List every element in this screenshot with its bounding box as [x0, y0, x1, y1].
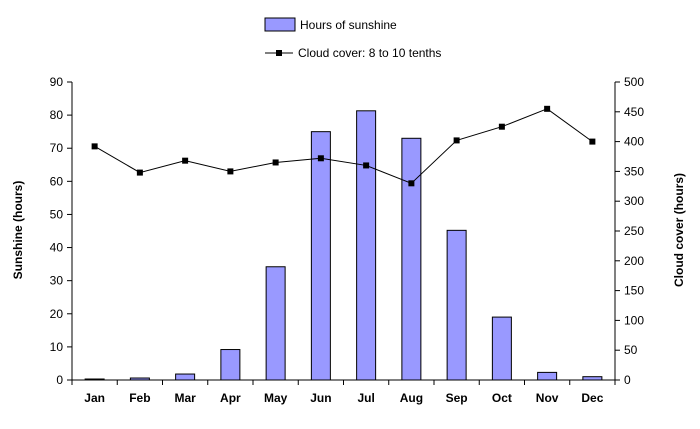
bar-may	[265, 266, 286, 381]
legend-marker-cloud	[276, 50, 282, 56]
y-right-tick-label: 0	[624, 373, 631, 387]
y-right-axis-title: Cloud cover (hours)	[672, 173, 686, 287]
bar-jul	[356, 110, 377, 381]
x-tick-label-apr: Apr	[220, 391, 241, 405]
y-right-tick-label: 450	[624, 105, 644, 119]
x-tick-label-nov: Nov	[536, 391, 559, 405]
y-left-tick-label: 10	[50, 340, 64, 354]
x-tick-label-sep: Sep	[446, 391, 468, 405]
x-tick-label-jan: Jan	[84, 391, 105, 405]
x-tick-labels: Jan Feb Mar Apr May Jun Jul Aug Sep Oct Nov Dec	[84, 391, 603, 405]
y-left-tick-label: 30	[50, 274, 64, 288]
sunshine-bars	[84, 110, 603, 381]
y-left-tick-labels: 0 10 20 30 40 50 60 70 80 90	[50, 75, 64, 387]
x-tick-label-dec: Dec	[581, 391, 603, 405]
bar-aug	[401, 137, 422, 381]
cloud-point-apr	[227, 168, 234, 175]
bar-nov	[537, 371, 558, 381]
y-left-tick-label: 70	[50, 141, 64, 155]
legend-label-sunshine: Hours of sunshine	[300, 18, 397, 32]
y-right-tick-label: 250	[624, 224, 644, 238]
y-left-tick-label: 20	[50, 307, 64, 321]
y-left-tick-label: 60	[50, 174, 64, 188]
y-right-tick-label: 150	[624, 284, 644, 298]
cloud-point-jan	[91, 143, 98, 150]
x-tick-label-feb: Feb	[129, 391, 150, 405]
x-tick-label-may: May	[264, 391, 288, 405]
x-tick-label-jun: Jun	[310, 391, 331, 405]
y-right-tick-label: 100	[624, 313, 644, 327]
legend-label-cloud: Cloud cover: 8 to 10 tenths	[298, 46, 441, 60]
y-left-tick-label: 40	[50, 241, 64, 255]
y-right-tick-labels: 0 50 100 150 200 250 300 350 400 450 500	[624, 75, 644, 387]
x-tick-label-oct: Oct	[492, 391, 512, 405]
cloud-point-feb	[136, 169, 143, 176]
x-tick-label-aug: Aug	[400, 391, 423, 405]
cloud-point-sep	[453, 137, 460, 144]
cloud-point-mar	[182, 157, 189, 164]
y-left-tick-label: 90	[50, 75, 64, 89]
cloud-point-jun	[317, 155, 324, 162]
bar-apr	[220, 349, 241, 381]
cloud-point-dec	[589, 138, 596, 145]
cloud-point-jul	[363, 162, 370, 169]
legend: Hours of sunshine Cloud cover: 8 to 10 t…	[264, 17, 441, 60]
cloud-point-aug	[408, 180, 415, 187]
y-right-tick-label: 350	[624, 164, 644, 178]
bar-mar	[175, 373, 196, 381]
x-tick-label-mar: Mar	[174, 391, 196, 405]
y-right-tick-label: 400	[624, 135, 644, 149]
y-left-axis-title: Sunshine (hours)	[11, 181, 25, 280]
y-right-tick-label: 200	[624, 254, 644, 268]
y-right-tick-label: 50	[624, 343, 638, 357]
y-right-tick-label: 500	[624, 75, 644, 89]
cloud-point-nov	[544, 105, 551, 112]
cloud-point-may	[272, 159, 279, 166]
y-left-tick-label: 0	[56, 373, 63, 387]
y-left-tick-label: 80	[50, 108, 64, 122]
y-right-tick-label: 300	[624, 194, 644, 208]
bar-oct	[491, 316, 512, 381]
legend-swatch-sunshine	[264, 17, 296, 32]
cloud-cover-polyline	[94, 108, 593, 184]
bar-sep	[446, 229, 467, 381]
y-left-tick-label: 50	[50, 207, 64, 221]
cloud-cover-line	[91, 105, 596, 187]
cloud-point-oct	[498, 123, 505, 130]
bar-jun	[310, 131, 331, 381]
x-tick-label-jul: Jul	[357, 391, 374, 405]
axes	[67, 81, 620, 385]
